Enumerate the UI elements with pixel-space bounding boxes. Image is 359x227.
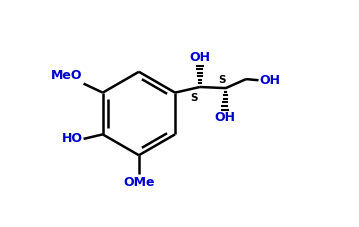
- Text: S: S: [191, 93, 198, 103]
- Text: OMe: OMe: [123, 175, 155, 189]
- Text: S: S: [218, 75, 225, 85]
- Text: HO: HO: [61, 132, 83, 145]
- Text: OH: OH: [260, 74, 281, 87]
- Text: MeO: MeO: [51, 69, 83, 82]
- Text: OH: OH: [189, 51, 210, 64]
- Text: OH: OH: [214, 111, 235, 124]
